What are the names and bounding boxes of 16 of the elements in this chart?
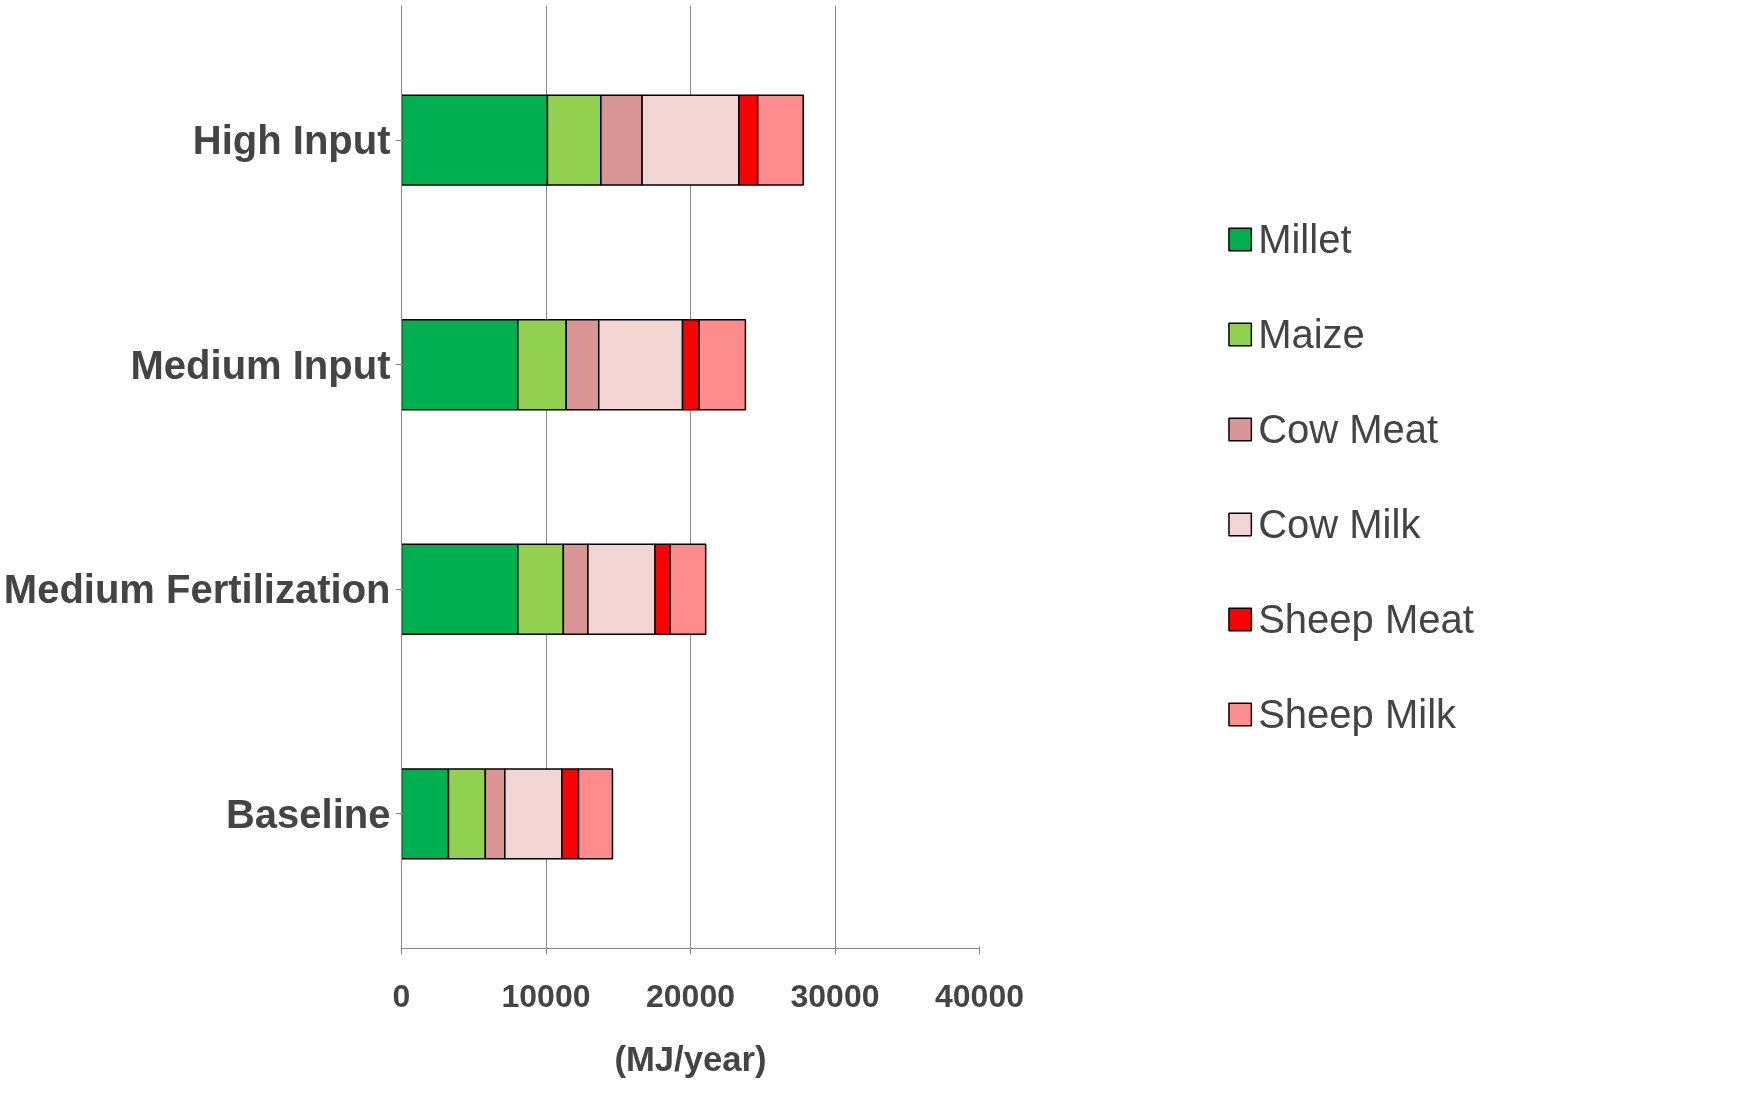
legend-label: Cow Milk — [1258, 501, 1421, 547]
legend-label: Cow Meat — [1258, 406, 1439, 452]
y-tick-label: High Input — [192, 118, 391, 163]
x-tick-label: 20000 — [646, 977, 735, 1014]
legend-label: Sheep Meat — [1258, 596, 1474, 642]
x-tick-label: 40000 — [935, 977, 1024, 1014]
y-tick-label: Medium Fertilization — [3, 567, 391, 612]
legend-label: Millet — [1258, 216, 1352, 262]
x-axis-title: (MJ/year) — [614, 1039, 767, 1078]
y-tick-label: Medium Input — [130, 342, 391, 387]
legend-label: Maize — [1258, 311, 1365, 357]
y-tick-label: Baseline — [225, 791, 391, 836]
x-tick-label: 0 — [392, 977, 411, 1014]
legend-label: Sheep Milk — [1258, 691, 1457, 737]
x-tick-label: 30000 — [790, 977, 880, 1014]
x-tick-label: 10000 — [501, 977, 591, 1014]
